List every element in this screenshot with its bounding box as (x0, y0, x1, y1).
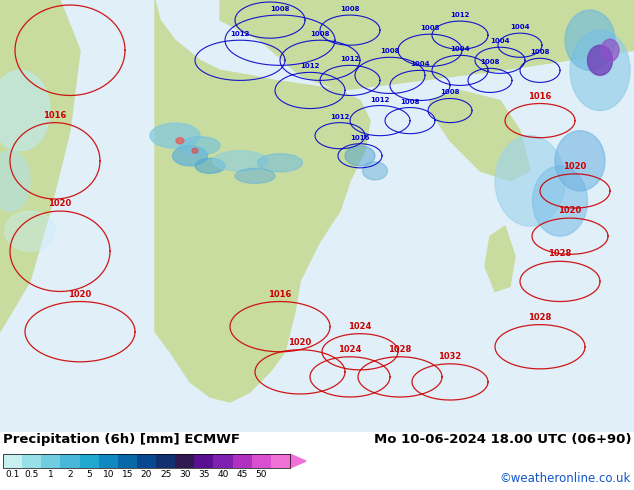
Text: 50: 50 (256, 470, 267, 479)
Text: 1004: 1004 (510, 24, 530, 30)
Text: 1020: 1020 (564, 162, 586, 171)
Bar (233, 454, 252, 468)
Bar (79, 454, 99, 468)
Text: 1004: 1004 (450, 46, 470, 52)
Polygon shape (290, 454, 306, 468)
Ellipse shape (570, 30, 630, 111)
Text: 1008: 1008 (380, 49, 400, 54)
Text: 25: 25 (160, 470, 171, 479)
Text: 1008: 1008 (440, 90, 460, 96)
Text: 1032: 1032 (438, 352, 462, 361)
Text: 1020: 1020 (68, 290, 92, 298)
Text: 20: 20 (141, 470, 152, 479)
Text: 1016: 1016 (351, 135, 370, 141)
Text: 1012: 1012 (340, 56, 359, 62)
Text: 1016: 1016 (528, 92, 552, 100)
Text: 5: 5 (86, 470, 92, 479)
Polygon shape (220, 0, 634, 91)
Text: 10: 10 (103, 470, 114, 479)
Polygon shape (485, 226, 515, 292)
Text: 1028: 1028 (389, 345, 411, 354)
Bar (41, 454, 60, 468)
Ellipse shape (172, 146, 207, 166)
Ellipse shape (363, 162, 387, 180)
Text: 45: 45 (236, 470, 248, 479)
Bar (3, 454, 22, 468)
Bar (137, 454, 156, 468)
Text: 1012: 1012 (230, 31, 250, 37)
Text: 1020: 1020 (58, 0, 82, 2)
Text: 1008: 1008 (270, 6, 290, 12)
Ellipse shape (345, 146, 375, 166)
Ellipse shape (565, 10, 615, 71)
Text: 1: 1 (48, 470, 54, 479)
Text: 1024: 1024 (339, 345, 361, 354)
Text: 1016: 1016 (268, 290, 292, 298)
Text: 1012: 1012 (370, 97, 390, 102)
Text: 1004: 1004 (410, 61, 430, 67)
Bar (99, 454, 118, 468)
Ellipse shape (257, 154, 302, 172)
Ellipse shape (533, 166, 588, 236)
Bar (214, 454, 233, 468)
Text: 1012: 1012 (301, 63, 320, 70)
Ellipse shape (601, 39, 619, 61)
Bar (195, 454, 214, 468)
Polygon shape (0, 0, 80, 332)
Bar (175, 454, 195, 468)
Text: Precipitation (6h) [mm] ECMWF: Precipitation (6h) [mm] ECMWF (3, 433, 240, 446)
Text: 1008: 1008 (340, 6, 359, 12)
Text: 1008: 1008 (480, 59, 500, 65)
Ellipse shape (0, 71, 50, 151)
Text: 1008: 1008 (530, 49, 550, 55)
Text: 1008: 1008 (310, 31, 330, 37)
Text: 1020: 1020 (48, 199, 72, 208)
Ellipse shape (180, 137, 220, 155)
Text: 0.5: 0.5 (25, 470, 39, 479)
Bar (156, 454, 175, 468)
Text: 1008: 1008 (420, 25, 440, 31)
Bar (118, 454, 137, 468)
Text: 40: 40 (217, 470, 229, 479)
Text: 2: 2 (67, 470, 73, 479)
Bar (22, 454, 41, 468)
Text: 0.1: 0.1 (5, 470, 20, 479)
Polygon shape (155, 0, 370, 402)
Ellipse shape (212, 151, 268, 171)
Text: 1020: 1020 (288, 338, 312, 347)
Bar (3, 454, 290, 468)
Text: 1004: 1004 (490, 38, 510, 44)
Text: Mo 10-06-2024 18.00 UTC (06+90): Mo 10-06-2024 18.00 UTC (06+90) (373, 433, 631, 446)
Text: 1008: 1008 (400, 98, 420, 104)
Text: ©weatheronline.co.uk: ©weatheronline.co.uk (500, 471, 631, 485)
Text: 1028: 1028 (528, 313, 552, 321)
Text: 1020: 1020 (559, 206, 581, 215)
Ellipse shape (176, 138, 184, 144)
Bar (271, 454, 290, 468)
Text: 1012: 1012 (450, 12, 470, 18)
Text: 30: 30 (179, 470, 190, 479)
Text: 1024: 1024 (348, 321, 372, 331)
Ellipse shape (588, 45, 612, 75)
Polygon shape (430, 91, 530, 181)
Ellipse shape (5, 211, 55, 251)
Ellipse shape (495, 136, 565, 226)
Text: 1028: 1028 (548, 249, 572, 258)
Text: 1012: 1012 (330, 114, 350, 120)
Text: 1016: 1016 (43, 111, 67, 120)
Ellipse shape (195, 158, 225, 173)
Text: 35: 35 (198, 470, 210, 479)
Ellipse shape (0, 151, 30, 211)
Ellipse shape (555, 131, 605, 191)
Bar (252, 454, 271, 468)
Ellipse shape (150, 123, 200, 148)
Ellipse shape (235, 169, 275, 183)
Text: 15: 15 (122, 470, 133, 479)
Ellipse shape (192, 148, 198, 153)
Bar (60, 454, 79, 468)
